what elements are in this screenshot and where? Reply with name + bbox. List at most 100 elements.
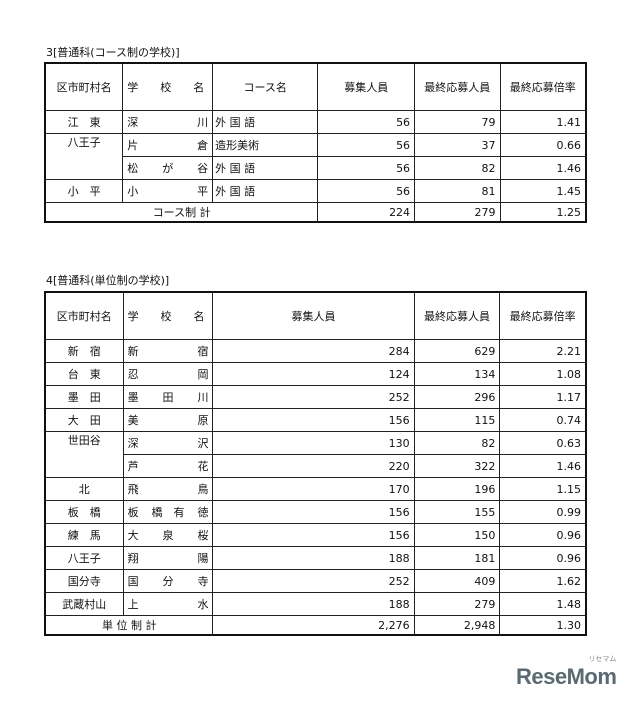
total-quota: 224 (317, 202, 416, 223)
applicants-cell: 134 (413, 362, 501, 386)
logo-text: ReseMom (516, 664, 617, 689)
district-cell: 世田谷 (44, 431, 124, 478)
district-cell: 北 (44, 477, 124, 501)
school-cell: 翔陽 (122, 546, 214, 570)
total-ratio: 1.30 (499, 615, 587, 636)
school-name-part: 板 (127, 506, 139, 519)
column-header: 募集人員 (317, 62, 416, 111)
school-name-part: 寺 (197, 575, 209, 588)
column-header: コース名 (212, 62, 319, 111)
ratio-cell: 0.63 (499, 431, 587, 455)
school-name-part: 橋 有 (151, 506, 185, 519)
applicants-cell: 322 (413, 454, 501, 478)
column-header: 募集人員 (212, 291, 415, 340)
column-header: 学 校 名 (122, 291, 214, 340)
column-header: 最終応募倍率 (499, 62, 587, 111)
quota-cell: 56 (317, 179, 416, 203)
school-cell: 板橋 有徳 (122, 500, 214, 524)
district-cell: 新 宿 (44, 339, 124, 363)
district-cell: 武蔵村山 (44, 592, 124, 616)
ratio-cell: 0.74 (499, 408, 587, 432)
school-cell: 片倉 (122, 133, 214, 157)
quota-cell: 188 (212, 546, 415, 570)
quota-cell: 284 (212, 339, 415, 363)
quota-cell: 156 (212, 523, 415, 547)
district-cell: 墨 田 (44, 385, 124, 409)
resemom-logo: リセマム ReseMom (516, 656, 617, 689)
ratio-cell: 1.08 (499, 362, 587, 386)
table-row: 八王子翔陽 188 181 0.96 (44, 546, 587, 570)
school-name-part: 水 (197, 598, 209, 611)
ratio-cell: 0.96 (499, 546, 587, 570)
ratio-cell: 1.15 (499, 477, 587, 501)
school-cell: 芦花 (122, 454, 214, 478)
column-header: 区市町村名 (44, 62, 124, 111)
quota-cell: 252 (212, 385, 415, 409)
column-header: 最終応募人員 (414, 62, 501, 111)
school-name-part: 田 (162, 391, 174, 404)
ratio-cell: 0.66 (499, 133, 587, 157)
applicants-cell: 409 (413, 569, 501, 593)
quota-cell: 220 (212, 454, 415, 478)
district-cell: 練 馬 (44, 523, 124, 547)
total-applicants: 2,948 (413, 615, 501, 636)
school-name-part: 大 (127, 529, 139, 542)
school-cell: 忍岡 (122, 362, 214, 386)
course-cell: 外 国 語 (212, 110, 319, 134)
district-cell: 大 田 (44, 408, 124, 432)
school-name-part: 飛 (127, 483, 139, 496)
school-name-part: 深 (127, 437, 139, 450)
applicants-cell: 181 (413, 546, 501, 570)
applicants-cell: 155 (413, 500, 501, 524)
quota-cell: 188 (212, 592, 415, 616)
school-name-part: 川 (197, 116, 209, 129)
school-name-part: 翔 (127, 552, 139, 565)
table-row: 台 東忍岡 124 134 1.08 (44, 362, 587, 386)
quota-cell: 156 (212, 500, 415, 524)
quota-cell: 170 (212, 477, 415, 501)
table-row: 八王子片倉造形美術 56 37 0.66 (44, 133, 587, 180)
applicants-cell: 82 (414, 156, 501, 180)
column-header: 学 校 名 (122, 62, 214, 111)
district-cell: 板 橋 (44, 500, 124, 524)
school-name-part: 平 (197, 185, 209, 198)
applicants-cell: 115 (413, 408, 501, 432)
course-cell: 造形美術 (212, 133, 319, 157)
quota-cell: 130 (212, 431, 415, 455)
school-name-part: 忍 (127, 368, 139, 381)
school-cell: 大泉桜 (122, 523, 214, 547)
column-header: 区市町村名 (44, 291, 124, 340)
school-cell: 深川 (122, 110, 214, 134)
district-cell: 国分寺 (44, 569, 124, 593)
total-row: 単 位 制 計 2,276 2,948 1.30 (44, 615, 587, 636)
total-label: 単 位 制 計 (44, 615, 214, 636)
table-row: 武蔵村山上水 188 279 1.48 (44, 592, 587, 616)
school-cell: 新宿 (122, 339, 214, 363)
school-name-part: 原 (197, 414, 209, 427)
ratio-cell: 1.17 (499, 385, 587, 409)
header-row: 区市町村名学 校 名コース名 募集人員 最終応募人員 最終応募倍率 (44, 62, 587, 111)
school-cell: 小平 (122, 179, 214, 203)
district-cell: 台 東 (44, 362, 124, 386)
school-name-part: 岡 (197, 368, 209, 381)
applicants-cell: 79 (414, 110, 501, 134)
school-name-part: 沢 (197, 437, 209, 450)
school-name-part: 新 (127, 345, 139, 358)
school-name-part: 美 (127, 414, 139, 427)
total-row: コース制 計 224 279 1.25 (44, 202, 587, 223)
table4-credit-schools: 区市町村名学 校 名募集人員 最終応募人員 最終応募倍率新 宿新宿 284 629 2.2… (44, 291, 587, 636)
table4-title: 4[普通科(単位制の学校)] (46, 274, 170, 287)
school-name-part: 花 (197, 460, 209, 473)
quota-cell: 56 (317, 133, 416, 157)
school-name-part: 桜 (197, 529, 209, 542)
school-cell: 墨田川 (122, 385, 214, 409)
quota-cell: 156 (212, 408, 415, 432)
school-name-part: 陽 (197, 552, 209, 565)
table3-course-schools: 区市町村名学 校 名コース名 募集人員 最終応募人員 最終応募倍率江 東深川外 国 語… (44, 62, 587, 223)
table-row: 練 馬大 泉 桜 156 150 0.96 (44, 523, 587, 547)
table-row: 小 平小平外 国 語 56 81 1.45 (44, 179, 587, 203)
applicants-cell: 81 (414, 179, 501, 203)
school-cell: 松が谷 (122, 156, 214, 180)
table-row: 新 宿新宿 284 629 2.21 (44, 339, 587, 363)
total-ratio: 1.25 (499, 202, 587, 223)
